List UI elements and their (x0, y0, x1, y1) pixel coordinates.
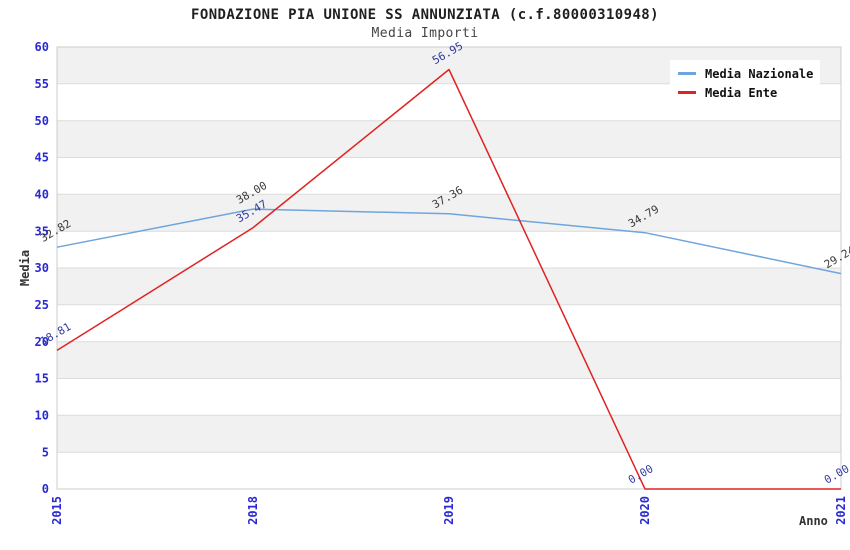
plot-band (57, 415, 841, 453)
x-tick-label: 2019 (442, 496, 456, 525)
plot-band (57, 194, 841, 232)
y-tick-label: 60 (35, 40, 49, 54)
legend-item-nazionale: Media Nazionale (678, 64, 820, 83)
y-tick-label: 10 (35, 409, 49, 423)
y-tick-label: 55 (35, 77, 49, 91)
y-tick-label: 45 (35, 151, 49, 165)
legend-label-nazionale: Media Nazionale (705, 66, 814, 81)
data-label: 29.24 (822, 243, 850, 271)
y-tick-label: 15 (35, 372, 49, 386)
legend: Media Nazionale Media Ente (670, 60, 820, 106)
chart-title: FONDAZIONE PIA UNIONE SS ANNUNZIATA (c.f… (191, 7, 659, 23)
chart-subtitle: Media Importi (371, 26, 479, 41)
x-axis-title: Anno (799, 514, 828, 528)
y-tick-label: 0 (42, 482, 49, 496)
y-tick-label: 20 (35, 335, 49, 349)
y-tick-label: 5 (42, 445, 49, 459)
data-label: 0.00 (626, 462, 655, 487)
legend-label-ente: Media Ente (705, 85, 778, 100)
plot-border (56, 46, 842, 490)
data-label: 32.82 (38, 217, 73, 245)
plot-band (57, 341, 841, 379)
legend-line-swatch-ente (678, 91, 696, 94)
y-tick-label: 50 (35, 114, 49, 128)
x-tick-label: 2021 (834, 496, 848, 525)
plot-band (57, 268, 841, 305)
legend-item-ente: Media Ente (678, 83, 820, 102)
x-tick-label: 2020 (638, 496, 652, 525)
series-line (56, 68, 841, 490)
y-tick-label: 40 (35, 188, 49, 202)
y-tick-label: 30 (35, 261, 49, 275)
plot-band (57, 120, 841, 158)
y-axis-title: Media (18, 249, 32, 287)
x-tick-label: 2018 (246, 496, 260, 525)
y-tick-label: 35 (35, 224, 49, 238)
legend-line-swatch-nazionale (678, 72, 696, 75)
x-tick-label: 2015 (50, 496, 64, 525)
data-label: 0.00 (822, 462, 850, 487)
series-line (56, 208, 842, 275)
y-tick-label: 25 (35, 298, 49, 312)
